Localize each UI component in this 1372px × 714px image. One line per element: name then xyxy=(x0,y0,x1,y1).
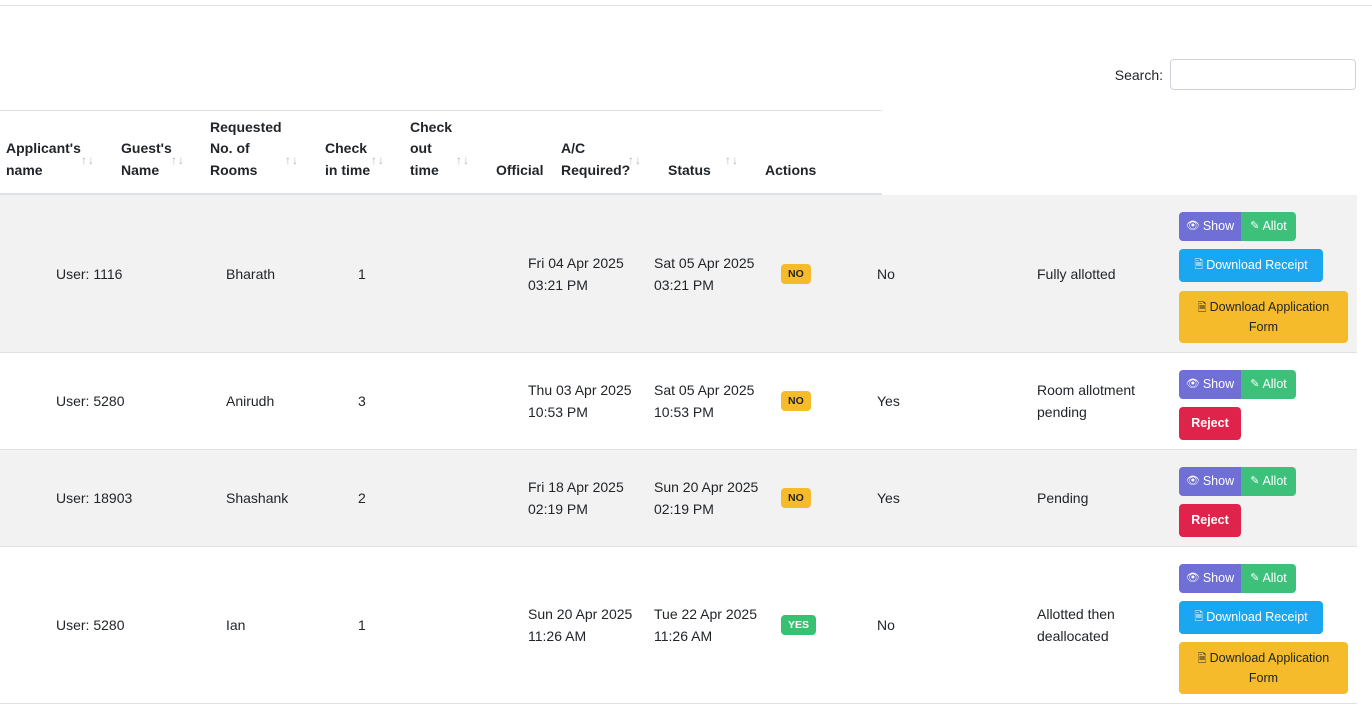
checkout-cell: Sat 05 Apr 2025 03:21 PM xyxy=(654,254,755,293)
column-header-ac[interactable]: A/C Required? xyxy=(561,140,631,178)
sort-icon[interactable]: ↑↓ xyxy=(371,153,385,167)
eye-icon: 👁 xyxy=(1185,475,1200,487)
allot-button[interactable]: ✎ Allot xyxy=(1241,467,1296,496)
checkin-cell: Sun 20 Apr 2025 11:26 AM xyxy=(528,606,633,644)
applicant-cell: User: 5280 xyxy=(56,393,125,409)
show-button[interactable]: 👁 Show xyxy=(1179,370,1241,399)
ac-cell: Yes xyxy=(877,393,900,409)
show-button[interactable]: 👁 Show xyxy=(1179,564,1241,593)
actions-cell: 👁 Show ✎ Allot 🗎 Download Receipt 🗎 Download… xyxy=(1179,195,1349,352)
column-header-status[interactable]: Status xyxy=(668,161,711,178)
sort-icon[interactable]: ↑↓ xyxy=(725,153,739,167)
column-header-checkin[interactable]: Check in time xyxy=(325,140,371,178)
pencil-icon: ✎ xyxy=(1250,220,1260,232)
rooms-cell: 1 xyxy=(358,617,366,633)
search-label: Search: xyxy=(1114,66,1163,83)
ac-cell: No xyxy=(877,265,895,282)
status-cell: Allotted then deallocated xyxy=(1037,606,1115,644)
guest-cell: Bharath xyxy=(226,265,276,282)
file-pdf-icon: 🗎 xyxy=(1197,652,1207,665)
eye-icon: 👁 xyxy=(1185,378,1200,390)
eye-icon: 👁 xyxy=(1185,572,1200,584)
pencil-icon: ✎ xyxy=(1250,572,1260,584)
checkout-cell: Sun 20 Apr 2025 02:19 PM xyxy=(654,479,759,517)
checkin-cell: Thu 03 Apr 2025 10:53 PM xyxy=(528,382,632,420)
actions-cell: 👁 Show ✎ Allot 🗎 Download Receipt 🗎 Download… xyxy=(1179,547,1349,703)
eye-icon: 👁 xyxy=(1185,220,1200,232)
table-row: User: 18903 Shashank 2 Fri 18 Apr 2025 02… xyxy=(0,450,1357,547)
guest-cell: Shashank xyxy=(226,490,289,506)
column-header-official: Official xyxy=(496,161,544,178)
status-cell: Room allotment pending xyxy=(1037,382,1136,420)
sort-icon[interactable]: ↑↓ xyxy=(285,153,299,167)
column-header-checkout[interactable]: Check out time xyxy=(410,118,453,178)
checkin-cell: Fri 18 Apr 2025 02:19 PM xyxy=(528,479,624,517)
status-cell: Pending xyxy=(1037,490,1089,506)
rooms-cell: 2 xyxy=(358,490,366,506)
official-badge: NO xyxy=(781,263,811,284)
top-divider xyxy=(0,0,1372,6)
checkin-cell: Fri 04 Apr 2025 03:21 PM xyxy=(528,254,624,293)
allot-button[interactable]: ✎ Allot xyxy=(1241,212,1296,241)
sort-icon[interactable]: ↑↓ xyxy=(171,153,185,167)
reject-button[interactable]: Reject xyxy=(1179,407,1241,440)
column-header-rooms[interactable]: Requested No. of Rooms xyxy=(210,118,282,178)
search-bar: Search: xyxy=(1115,59,1356,90)
show-button[interactable]: 👁 Show xyxy=(1179,212,1241,241)
ac-cell: Yes xyxy=(877,490,900,506)
table-row: User: 5280 Ian 1 Sun 20 Apr 2025 11:26 AM… xyxy=(0,547,1357,704)
official-badge: NO xyxy=(781,488,811,508)
file-pdf-icon: 🗎 xyxy=(1194,259,1204,271)
download-application-form-button[interactable]: 🗎 Download Application Form xyxy=(1179,291,1348,343)
sort-icon[interactable]: ↑↓ xyxy=(456,153,470,167)
actions-cell: 👁 Show ✎ Allot Reject xyxy=(1179,353,1349,449)
download-receipt-button[interactable]: 🗎 Download Receipt xyxy=(1179,249,1323,282)
guest-cell: Anirudh xyxy=(226,393,275,409)
column-header-applicant[interactable]: Applicant's name xyxy=(6,140,81,178)
actions-cell: 👁 Show ✎ Allot Reject xyxy=(1179,450,1349,546)
applicant-cell: User: 18903 xyxy=(56,490,133,506)
reject-button[interactable]: Reject xyxy=(1179,504,1241,537)
table-row: User: 5280 Anirudh 3 Thu 03 Apr 2025 10:5… xyxy=(0,353,1357,450)
checkout-cell: Sat 05 Apr 2025 10:53 PM xyxy=(654,382,755,420)
column-header-actions: Actions xyxy=(765,161,817,178)
table-row: User: 1116 Bharath 1 Fri 04 Apr 2025 03:2… xyxy=(0,195,1357,353)
sort-icon[interactable]: ↑↓ xyxy=(81,153,95,167)
official-badge: NO xyxy=(781,391,811,411)
column-header-guest[interactable]: Guest's Name xyxy=(121,140,172,178)
download-receipt-button[interactable]: 🗎 Download Receipt xyxy=(1179,601,1323,634)
download-application-form-button[interactable]: 🗎 Download Application Form xyxy=(1179,642,1348,694)
guest-cell: Ian xyxy=(226,617,246,633)
applicant-cell: User: 1116 xyxy=(56,265,123,282)
allot-button[interactable]: ✎ Allot xyxy=(1241,370,1296,399)
status-cell: Fully allotted xyxy=(1037,265,1116,282)
rooms-cell: 1 xyxy=(358,265,366,282)
file-pdf-icon: 🗎 xyxy=(1194,611,1204,623)
pencil-icon: ✎ xyxy=(1250,378,1260,390)
checkout-cell: Tue 22 Apr 2025 11:26 AM xyxy=(654,606,758,644)
allot-button[interactable]: ✎ Allot xyxy=(1241,564,1296,593)
pencil-icon: ✎ xyxy=(1250,475,1260,487)
sort-icon[interactable]: ↑↓ xyxy=(628,153,642,167)
ac-cell: No xyxy=(877,617,895,633)
show-button[interactable]: 👁 Show xyxy=(1179,467,1241,496)
rooms-cell: 3 xyxy=(358,393,366,409)
search-input[interactable] xyxy=(1170,59,1356,90)
file-pdf-icon: 🗎 xyxy=(1197,301,1207,314)
table-header: Applicant's name ↑↓ Guest's Name ↑↓ Reques… xyxy=(0,110,882,195)
applicant-cell: User: 5280 xyxy=(56,617,125,633)
official-badge: YES xyxy=(781,615,817,635)
